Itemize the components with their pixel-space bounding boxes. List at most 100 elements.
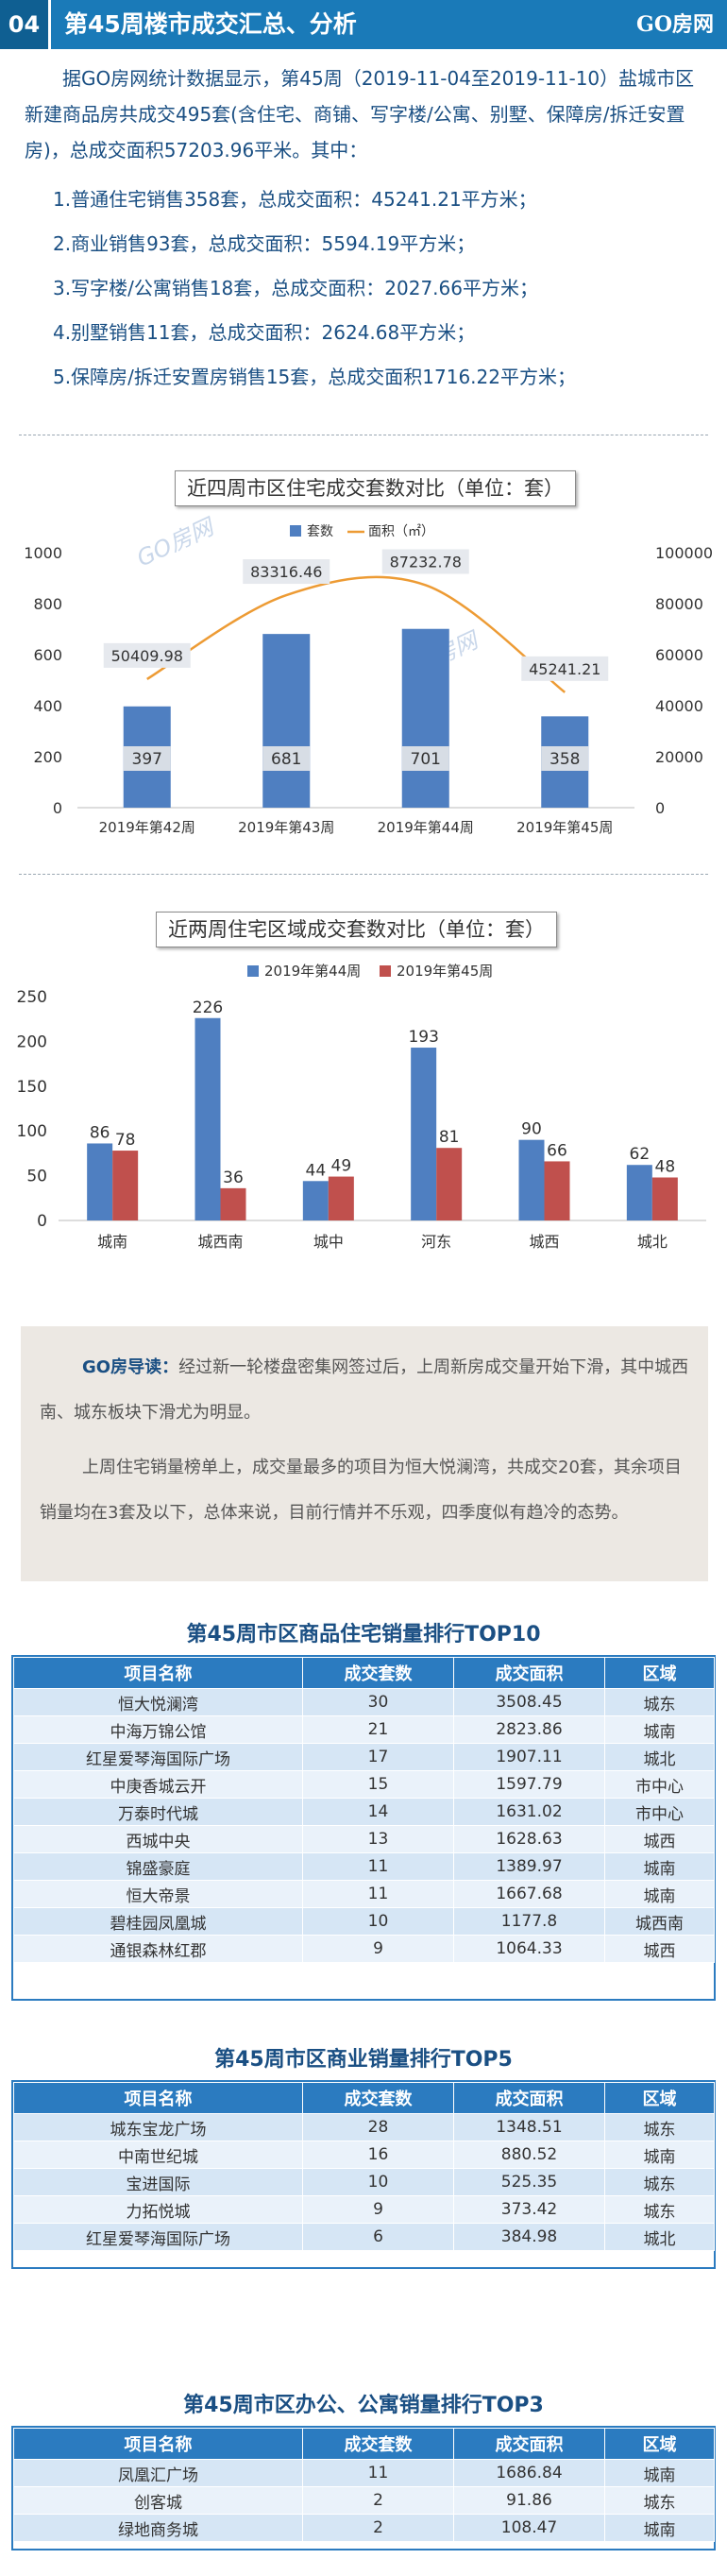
top3-office-table: 项目名称 成交套数 成交面积 区域 凤凰汇广场 11 1686.84 城南 创客城 2 91… [13,2428,715,2542]
x-tick: 城南 [97,1233,127,1251]
table-row: 中南世纪城 16 880.52 城南 [13,2141,715,2169]
project-name-cell: 创客城 [13,2486,303,2515]
region-cell: 城北 [604,1743,715,1771]
area-cell: 3508.45 [453,1688,605,1716]
bar [220,1187,246,1220]
table-row: 绿地商务城 2 108.47 城南 [13,2514,715,2542]
section-number: 04 [0,0,51,49]
area-cell: 1597.79 [453,1770,605,1799]
guide-paragraph-2: 上周住宅销量榜单上，成交量最多的项目为恒大悦澜湾，共成交20套，其余项目销量均在… [40,1458,682,1523]
region-cell: 城东 [604,2195,715,2224]
y-tick: 200 [17,1032,47,1051]
stat-item: 3.写字楼/公寓销售18套，总成交面积：2027.66平方米； [53,277,538,299]
region-cell: 城东 [604,2113,715,2141]
bar-label: 78 [115,1131,136,1150]
y-tick: 250 [17,988,47,1007]
area-cell: 1686.84 [453,2459,605,2487]
project-name-cell: 中庚香城云开 [13,1770,303,1799]
stats-list: 1.普通住宅销售358套，总成交面积：45241.21平方米； 2.商业销售93… [53,178,714,400]
region-cell: 城西 [604,1825,715,1853]
project-name-cell: 通银森林红郡 [13,1935,303,1963]
region-cell: 城东 [604,2486,715,2515]
area-cell: 2823.86 [453,1715,605,1744]
column-header: 项目名称 [13,2082,303,2114]
y-tick-left: 0 [53,799,62,817]
column-header: 成交面积 [453,2082,605,2114]
table-row: 创客城 2 91.86 城东 [13,2486,715,2515]
chart-region-sales: 近两周住宅区域成交套数对比（单位：套） 2019年第44周 2019年第45周 0 5… [0,902,727,1299]
x-tick: 城中 [313,1233,344,1251]
guide-label: GO房导读： [82,1357,179,1377]
project-name-cell: 红星爱琴海国际广场 [13,1743,303,1771]
y-tick-left: 1000 [24,544,62,562]
table-row: 中庚香城云开 15 1597.79 市中心 [13,1770,715,1799]
project-name-cell: 万泰时代城 [13,1798,303,1826]
units-cell: 30 [302,1688,454,1716]
bar [262,634,311,808]
project-name-cell: 宝进国际 [13,2168,303,2196]
project-name-cell: 西城中央 [13,1825,303,1853]
legend-swatch [380,965,391,977]
units-cell: 10 [302,2168,454,2196]
project-name-cell: 碧桂园凤凰城 [13,1907,303,1936]
x-tick: 城西南 [197,1233,243,1251]
area-cell: 108.47 [453,2514,605,2542]
units-cell: 9 [302,1935,454,1963]
y-tick: 0 [37,1212,47,1231]
region-cell: 市中心 [604,1798,715,1826]
line-label-box [103,642,191,668]
watermark: GO房网 [133,513,220,572]
site-logo[interactable]: GO房网 [636,12,714,37]
guide-text-1: 经过新一轮楼盘密集网签过后，上周新房成交量开始下滑，其中城西南、城东板块下滑尤为… [40,1357,689,1423]
column-header: 项目名称 [13,2428,303,2460]
bar-label: 48 [655,1157,676,1176]
chart-title: 近两周住宅区域成交套数对比（单位：套） [156,912,557,947]
project-name-cell: 凤凰汇广场 [13,2459,303,2487]
divider [19,874,708,876]
region-cell: 城南 [604,1852,715,1881]
area-cell: 880.52 [453,2141,605,2169]
line-label: 45241.21 [529,660,600,678]
bar-label: 701 [411,750,441,769]
bar-label: 36 [223,1169,244,1187]
table-row: 恒大帝景 11 1667.68 城南 [13,1880,715,1908]
table-row: 宝进国际 10 525.35 城东 [13,2168,715,2196]
bar [401,628,449,808]
area-cell: 1177.8 [453,1907,605,1936]
units-cell: 16 [302,2141,454,2169]
project-name-cell: 中海万锦公馆 [13,1715,303,1744]
bar-label: 62 [630,1145,651,1164]
line-label: 87232.78 [390,553,462,571]
x-tick: 2019年第43周 [238,819,334,836]
section-title: 第45周楼市成交汇总、分析 [64,10,357,38]
area-cell: 1348.51 [453,2113,605,2141]
table-row: 碧桂园凤凰城 10 1177.8 城西南 [13,1907,715,1936]
area-cell: 91.86 [453,2486,605,2515]
y-tick-right: 80000 [655,595,703,613]
y-tick-right: 100000 [655,544,713,562]
area-cell: 1907.11 [453,1743,605,1771]
project-name-cell: 力拓悦城 [13,2195,303,2224]
project-name-cell: 红星爱琴海国际广场 [13,2223,303,2251]
bar [544,1161,570,1220]
column-header: 成交套数 [302,2082,454,2114]
area-cell: 1064.33 [453,1935,605,1963]
table-row: 力拓悦城 9 373.42 城东 [13,2195,715,2224]
y-tick: 150 [17,1078,47,1097]
bar [328,1176,354,1220]
table-header-row: 项目名称 成交套数 成交面积 区域 [13,1657,715,1689]
region-cell: 城北 [604,2223,715,2251]
bar-label: 49 [331,1157,352,1176]
guide-box: GO房导读：经过新一轮楼盘密集网签过后，上周新房成交量开始下滑，其中城西南、城东… [21,1326,708,1581]
chart-weekly-sales: 近四周市区住宅成交套数对比（单位：套） GO房网GO房网套数面积（㎡）02004… [0,453,727,850]
bar [626,1165,652,1220]
line-label: 50409.98 [111,647,183,665]
table-frame [11,2426,716,2550]
area-cell: 373.42 [453,2195,605,2224]
bar-label: 90 [521,1120,542,1139]
region-cell: 城南 [604,2459,715,2487]
x-tick: 城北 [637,1233,668,1251]
stat-item: 4.别墅销售11套，总成交面积：2624.68平方米； [53,321,476,344]
x-tick: 河东 [421,1233,451,1251]
